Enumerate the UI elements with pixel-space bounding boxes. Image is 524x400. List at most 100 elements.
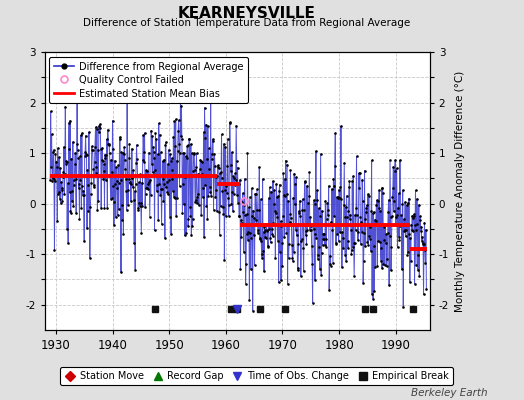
- Point: [169, 188, 177, 194]
- Point: [136, 171, 145, 178]
- Point: [328, 227, 336, 234]
- Point: [93, 207, 102, 213]
- Point: [100, 168, 108, 174]
- Point: [322, 236, 330, 242]
- Point: [285, 255, 293, 262]
- Point: [404, 200, 412, 206]
- Point: [177, 133, 185, 140]
- Point: [178, 210, 187, 216]
- Point: [295, 210, 303, 216]
- Point: [277, 277, 285, 284]
- Point: [367, 157, 376, 164]
- Point: [125, 154, 133, 161]
- Point: [413, 267, 422, 274]
- Point: [274, 238, 282, 244]
- Point: [378, 185, 387, 192]
- Point: [320, 236, 328, 242]
- Point: [370, 287, 378, 294]
- Point: [219, 188, 227, 194]
- Point: [235, 213, 243, 219]
- Point: [254, 230, 262, 236]
- Point: [376, 245, 385, 251]
- Point: [235, 213, 244, 220]
- Point: [299, 196, 307, 202]
- Point: [107, 156, 115, 163]
- Point: [419, 291, 428, 298]
- Point: [418, 237, 426, 244]
- Point: [92, 163, 101, 170]
- Point: [204, 192, 213, 199]
- Point: [335, 195, 344, 202]
- Point: [420, 220, 429, 226]
- Point: [308, 243, 316, 250]
- Point: [199, 185, 208, 191]
- Point: [280, 192, 288, 198]
- Point: [226, 168, 235, 174]
- Point: [49, 149, 57, 155]
- Point: [305, 226, 314, 233]
- Point: [294, 208, 303, 214]
- Point: [114, 206, 123, 213]
- Point: [390, 208, 398, 214]
- Point: [379, 190, 387, 197]
- Point: [416, 213, 424, 219]
- Point: [318, 208, 326, 214]
- Point: [130, 240, 138, 247]
- Point: [379, 261, 388, 267]
- Point: [65, 119, 73, 126]
- Point: [208, 156, 216, 162]
- Point: [399, 304, 408, 311]
- Point: [364, 242, 373, 248]
- Point: [76, 177, 84, 183]
- Point: [209, 207, 217, 213]
- Point: [289, 258, 297, 264]
- Point: [134, 205, 142, 211]
- Point: [95, 123, 103, 129]
- Point: [382, 231, 390, 237]
- Point: [302, 241, 311, 247]
- Point: [361, 242, 369, 249]
- Point: [103, 204, 112, 211]
- Point: [346, 216, 354, 222]
- Point: [401, 233, 410, 240]
- Point: [205, 166, 213, 172]
- Point: [277, 223, 286, 230]
- Point: [397, 212, 406, 218]
- Point: [237, 217, 245, 224]
- Point: [268, 232, 277, 239]
- Point: [80, 192, 88, 198]
- Point: [111, 181, 119, 187]
- Point: [57, 178, 66, 185]
- Point: [291, 227, 300, 233]
- Point: [247, 234, 256, 241]
- Point: [363, 202, 371, 209]
- Point: [233, 158, 241, 164]
- Point: [306, 214, 314, 220]
- Point: [179, 181, 187, 187]
- Point: [407, 221, 416, 228]
- Point: [194, 191, 202, 197]
- Point: [341, 252, 350, 258]
- Point: [417, 228, 425, 234]
- Point: [398, 266, 406, 273]
- Point: [416, 217, 424, 224]
- Point: [139, 149, 148, 155]
- Point: [58, 198, 67, 205]
- Point: [350, 273, 358, 279]
- Point: [118, 202, 126, 208]
- Point: [55, 154, 63, 160]
- Point: [71, 161, 79, 167]
- Point: [267, 188, 275, 195]
- Point: [114, 162, 123, 168]
- Point: [70, 182, 78, 188]
- Legend: Difference from Regional Average, Quality Control Failed, Estimated Station Mean: Difference from Regional Average, Qualit…: [49, 57, 248, 103]
- Point: [167, 230, 175, 237]
- Point: [335, 186, 343, 193]
- Point: [234, 199, 242, 206]
- Point: [246, 230, 255, 236]
- Point: [86, 204, 94, 210]
- Point: [85, 254, 94, 261]
- Point: [115, 136, 124, 143]
- Point: [395, 236, 403, 243]
- Point: [375, 187, 384, 193]
